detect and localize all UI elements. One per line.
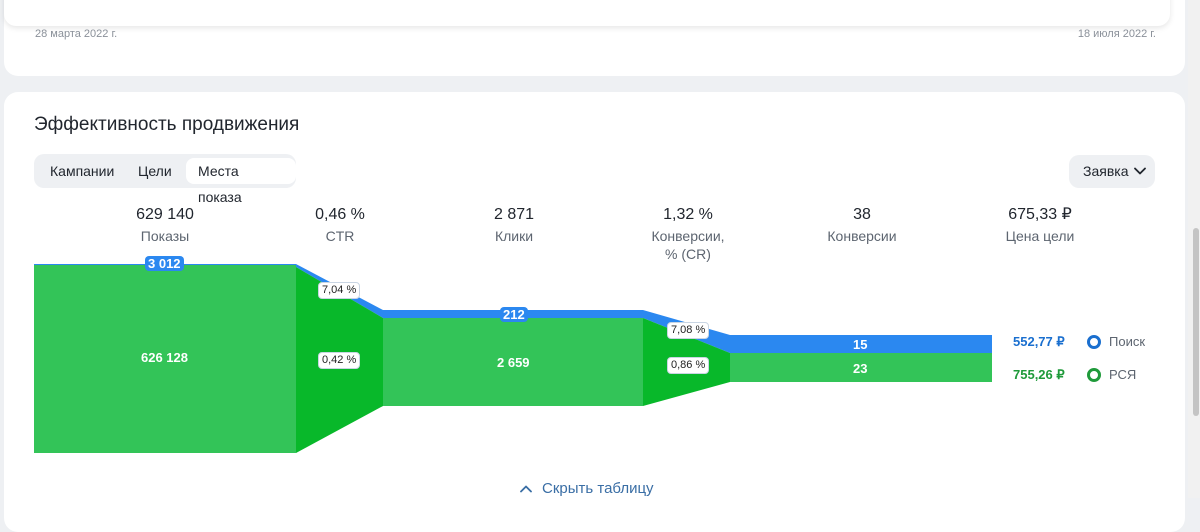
ctr-search-value: 7,04 % <box>318 282 361 299</box>
chevron-down-icon <box>1134 167 1146 175</box>
goal-price-search: 552,77 ₽ <box>1013 334 1065 349</box>
metric-label: Цена цели <box>1005 228 1075 244</box>
metric-goal-price: 675,33 ₽ Цена цели <box>970 205 1110 245</box>
goal-price-rsya: 755,26 ₽ <box>1013 367 1065 382</box>
metric-value: 675,33 ₽ <box>1008 206 1072 223</box>
date-range-panel <box>4 0 1170 26</box>
cr-rsya-value: 0,86 % <box>667 357 710 374</box>
chevron-up-icon <box>520 485 532 493</box>
legend-search-label: Поиск <box>1109 334 1146 349</box>
conversions-rsya-bar <box>730 353 992 382</box>
ctr-rsya-value: 0,42 % <box>318 352 361 369</box>
tab-placements[interactable]: Места показа <box>186 158 296 205</box>
tab-group: Кампании Цели Места показа <box>34 154 296 205</box>
metric-label: Клики <box>494 228 534 244</box>
metric-label: Конверсии, % (CR) <box>651 228 725 262</box>
section-title: Эффективность продвижения <box>34 114 300 135</box>
conversions-search-value: 15 <box>853 337 868 352</box>
metric-impressions: 629 140 Показы <box>95 205 235 245</box>
hide-table-button[interactable]: Скрыть таблицу <box>520 480 654 497</box>
legend-rsya-label: РСЯ <box>1109 367 1137 382</box>
legend-search-marker <box>1087 335 1101 349</box>
metric-label: Показы <box>140 228 190 244</box>
clicks-rsya-bar <box>383 318 643 406</box>
metric-clicks: 2 871 Клики <box>444 205 584 245</box>
impressions-rsya-bar <box>34 264 296 453</box>
tab-campaigns[interactable]: Кампании <box>50 163 115 179</box>
conversions-search-bar <box>730 335 992 353</box>
metric-ctr: 0,46 % CTR <box>270 205 410 245</box>
cr-search-value: 7,08 % <box>667 322 710 339</box>
funnel-chart <box>34 264 992 453</box>
metric-value: 0,46 % <box>315 206 365 223</box>
impressions-search-value: 3 012 <box>145 256 184 271</box>
metric-value: 38 <box>853 206 871 223</box>
impressions-rsya-value: 626 128 <box>141 350 188 365</box>
conversions-rsya-value: 23 <box>853 361 868 376</box>
end-date: 18 июля 2022 г. <box>1077 28 1156 40</box>
metric-value: 629 140 <box>136 206 194 223</box>
metric-value: 2 871 <box>493 206 535 223</box>
legend-rsya-marker <box>1087 368 1101 382</box>
clicks-search-value: 212 <box>500 307 528 322</box>
goal-dropdown[interactable]: Заявка <box>1069 155 1155 188</box>
metric-label: Конверсии <box>827 228 897 244</box>
scrollbar-thumb[interactable] <box>1193 228 1199 416</box>
metric-value: 1,32 % <box>663 206 713 223</box>
goal-dropdown-label: Заявка <box>1083 163 1129 179</box>
hide-table-label: Скрыть таблицу <box>542 480 654 497</box>
metric-label: CTR <box>325 228 355 244</box>
start-date: 28 марта 2022 г. <box>35 28 118 40</box>
clicks-rsya-value: 2 659 <box>497 355 530 370</box>
tab-goals[interactable]: Цели <box>138 163 172 179</box>
metric-conversions: 38 Конверсии <box>792 205 932 245</box>
metric-cr: 1,32 % Конверсии, % (CR) <box>618 205 758 263</box>
